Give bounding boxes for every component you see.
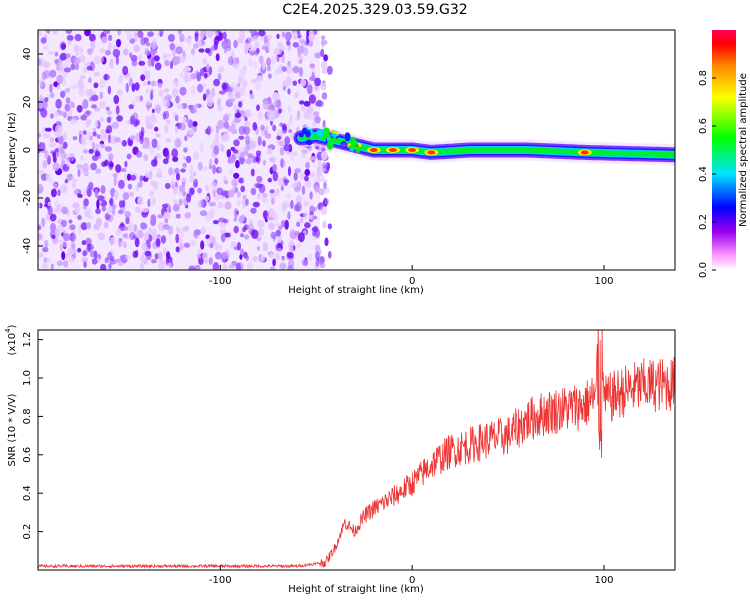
snr-series	[38, 330, 675, 570]
spectrogram-y-ticks: -40 -20 0 20 40	[22, 48, 43, 254]
x-tick-label: 0	[409, 575, 415, 586]
x-tick-label: -100	[209, 276, 232, 287]
x-tick-label: 100	[594, 276, 613, 287]
snr-x-label: Height of straight line (km)	[288, 584, 424, 595]
spectrogram-y-label: Frequency (Hz)	[7, 112, 18, 188]
x-tick-label: 100	[594, 575, 613, 586]
colorbar-tick-label: 0.2	[698, 214, 709, 230]
figure-title: C2E4.2025.329.03.59.G32	[282, 2, 467, 18]
snr-plot-area	[38, 330, 675, 570]
snr-multiplier-base: (x10	[7, 333, 18, 356]
spectrogram-image	[38, 30, 675, 270]
snr-x-ticks: -100 0 100	[209, 565, 614, 586]
snr-panel: -100 0 100 0.2 0.4 0.6 0.8 1.0 1.2 Height of st…	[4, 324, 676, 595]
colorbar-tick-label: 0.0	[698, 262, 709, 278]
snr-multiplier-exp: 4	[4, 328, 12, 333]
spectrogram-x-label: Height of straight line (km)	[288, 285, 424, 296]
colorbar-ticks: 0.0 0.2 0.4 0.6 0.8	[698, 70, 716, 278]
y-tick-label: 0.4	[22, 485, 33, 501]
y-tick-label: 0.6	[22, 447, 33, 463]
spectrogram-panel: -100 0 100 -40 -20 0 20 40 Height of straight …	[7, 29, 676, 296]
noise-speckles	[38, 30, 333, 270]
colorbar-label: Normalized spectral amplitude	[738, 73, 749, 227]
snr-multiplier-close: )	[7, 324, 18, 328]
snr-frame	[37, 329, 676, 571]
y-tick-label: 0.2	[22, 524, 33, 540]
colorbar-gradient	[712, 30, 736, 270]
colorbar-tick-label: 0.6	[698, 118, 709, 134]
y-tick-label: -20	[22, 190, 33, 206]
y-tick-label: 40	[22, 48, 33, 61]
colorbar: 0.0 0.2 0.4 0.6 0.8 Normalized spectral ampl…	[698, 30, 749, 278]
x-tick-label: 0	[409, 276, 415, 287]
colorbar-tick-label: 0.4	[698, 166, 709, 182]
spectrogram-x-ticks: -100 0 100	[209, 265, 614, 287]
y-tick-label: 0.8	[22, 408, 33, 424]
signal-ridge	[293, 124, 675, 166]
snr-y-ticks: 0.2 0.4 0.6 0.8 1.0 1.2	[22, 332, 43, 540]
y-tick-label: 20	[22, 96, 33, 109]
y-tick-label: 0	[22, 147, 33, 153]
x-tick-label: -100	[209, 575, 232, 586]
y-tick-label: -40	[22, 238, 33, 254]
snr-line	[38, 330, 675, 570]
y-tick-label: 1.0	[22, 370, 33, 386]
snr-multiplier: (x104)	[4, 324, 18, 355]
svg-text:(x104): (x104)	[4, 324, 18, 355]
snr-y-label: SNR (10 * V/V)	[7, 393, 18, 466]
y-tick-label: 1.2	[22, 332, 33, 348]
colorbar-tick-label: 0.8	[698, 70, 709, 86]
